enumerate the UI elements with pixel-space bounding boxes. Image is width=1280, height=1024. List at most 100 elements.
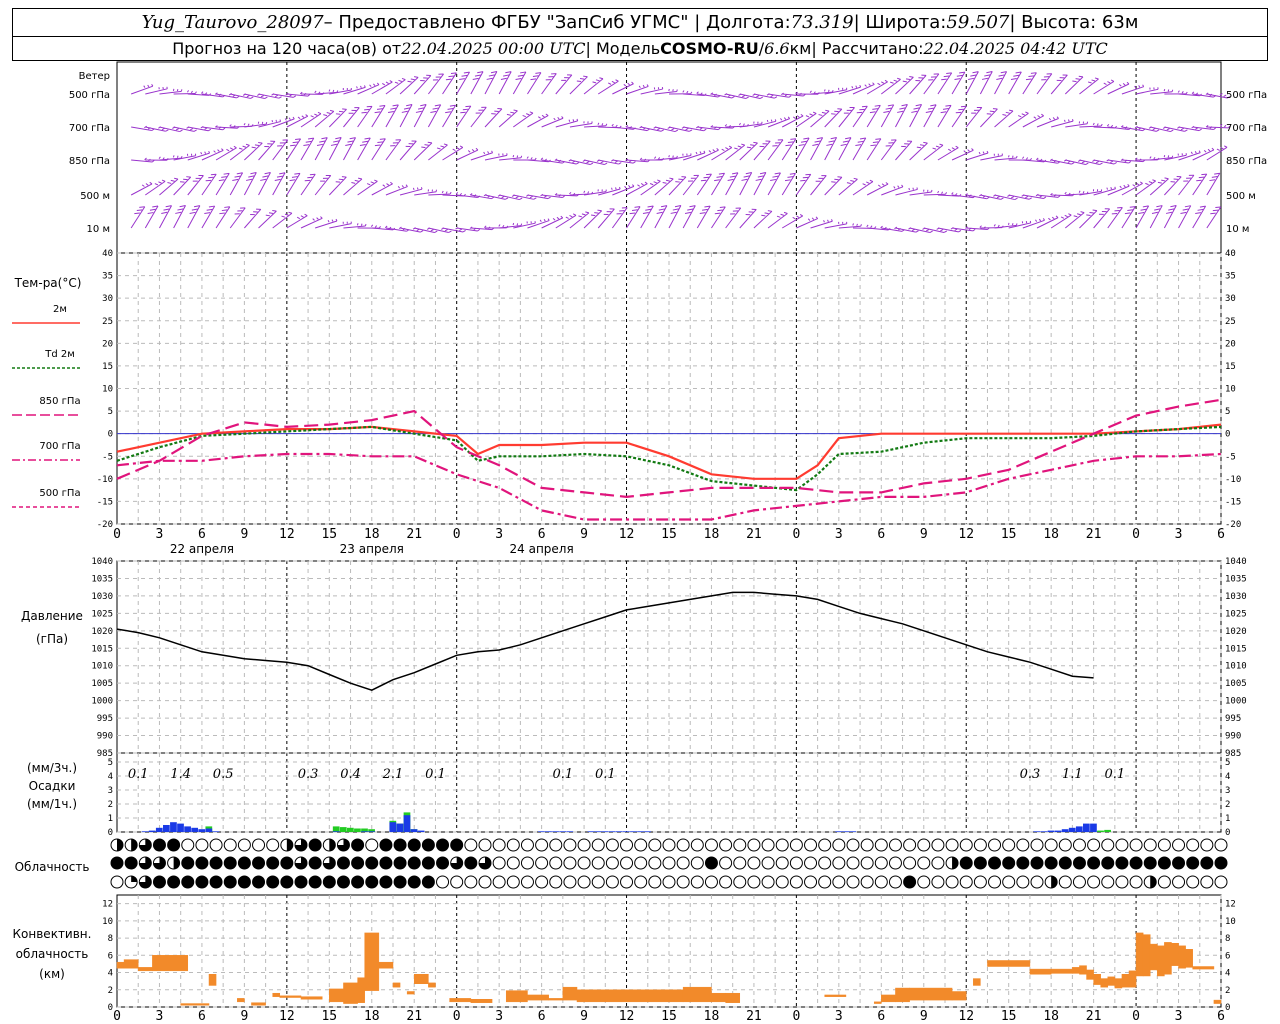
wind-barb-feather — [800, 113, 804, 117]
cloud-circle — [1002, 875, 1016, 889]
cloud-circle — [719, 856, 733, 870]
wind-barb — [1065, 121, 1089, 128]
wind-barb-feather — [1180, 127, 1184, 131]
cloud-circle — [195, 838, 209, 852]
wind-barb — [824, 176, 843, 196]
cloud-symbol — [846, 838, 860, 852]
wind-barb-shaft — [739, 93, 761, 100]
wind-barb-feather — [1107, 81, 1111, 84]
wind-barb — [880, 104, 895, 128]
wind-barb — [315, 89, 339, 95]
wind-barb-feather — [770, 94, 774, 98]
cloud-symbol — [1214, 875, 1228, 889]
hour-label: 3 — [156, 527, 164, 542]
wind-barb-shaft — [1178, 205, 1192, 229]
cloud-symbol — [124, 856, 138, 870]
temp-ytick-right: 5 — [1225, 407, 1230, 417]
wind-barb-feather — [1153, 156, 1156, 160]
wind-barb-feather — [790, 138, 796, 140]
temp-ytick-right: -5 — [1225, 452, 1236, 462]
convective-bar — [1164, 942, 1172, 975]
resolution-unit: км — [789, 39, 812, 58]
wind-barb — [682, 174, 700, 196]
cloud-fill — [394, 839, 407, 851]
cloud-fill — [139, 839, 152, 852]
wind-barb-feather — [1142, 84, 1145, 87]
wind-barb-feather — [823, 220, 825, 223]
wind-barb-shaft — [1164, 154, 1187, 161]
wind-barb-shaft — [810, 110, 830, 128]
precip-bar-blue — [1068, 827, 1076, 832]
convective-bar — [449, 998, 472, 1003]
convective-bar — [116, 961, 125, 969]
convective-bar — [1072, 967, 1080, 974]
wind-barb-feather — [488, 74, 495, 77]
wind-barb-shaft — [131, 126, 152, 131]
wind-barb-feather — [1210, 212, 1216, 215]
wind-barb-feather — [1184, 129, 1188, 132]
wind-barb-feather — [816, 137, 823, 140]
cloud-circle — [733, 875, 747, 889]
pressure-ytick-right: 990 — [1225, 732, 1241, 742]
wind-barb-feather — [883, 110, 890, 113]
wind-barb — [1192, 205, 1207, 229]
wind-barb-feather — [1056, 116, 1059, 119]
wind-barb-feather — [665, 179, 670, 182]
wind-barb — [866, 79, 888, 95]
wind-barb-shaft — [965, 71, 979, 95]
wind-barb — [612, 81, 634, 95]
precipitation-bars — [141, 812, 1111, 832]
wind-barb-feather — [434, 230, 438, 233]
wind-barb-feather — [1035, 219, 1038, 222]
wind-barb-feather — [296, 216, 301, 220]
conv-title-1: Конвективн. — [13, 927, 92, 941]
wind-barb — [1022, 113, 1044, 128]
wind-barb-shaft — [244, 142, 263, 161]
conv-ytick-right: 2 — [1225, 986, 1230, 996]
cloud-circle — [634, 875, 648, 889]
cloud-symbol — [138, 856, 152, 870]
wind-barb-shaft — [923, 193, 946, 196]
cloud-fill — [153, 839, 166, 851]
wind-barb-feather — [1223, 94, 1227, 97]
wind-barb-feather — [818, 114, 823, 116]
wind-barb-shaft — [555, 159, 577, 165]
cloud-symbol — [1072, 875, 1086, 889]
wind-barb-shaft — [1121, 183, 1143, 196]
wind-barb — [173, 204, 186, 229]
wind-barb-shaft — [725, 93, 747, 99]
cloud-symbol — [917, 856, 931, 870]
wind-barb-feather — [967, 149, 970, 152]
wind-barb-shaft — [583, 78, 604, 95]
cloud-symbol — [789, 838, 803, 852]
wind-barb-feather — [1227, 125, 1231, 129]
precip-bar-blue — [417, 830, 425, 832]
wind-barb — [272, 139, 289, 161]
wind-barb-feather — [1005, 111, 1010, 114]
wind-barb — [1022, 193, 1047, 200]
wind-barb — [1206, 172, 1221, 196]
cloud-circle — [704, 838, 718, 852]
wind-barb-feather — [716, 176, 723, 178]
wind-barb-feather — [766, 119, 769, 123]
cloud-symbol — [775, 875, 789, 889]
cloud-symbol — [733, 838, 747, 852]
cloud-symbol — [280, 856, 294, 870]
wind-barb-feather — [1207, 148, 1211, 152]
wind-barb — [965, 106, 983, 128]
wind-barb — [1178, 125, 1202, 132]
wind-barb — [1036, 116, 1059, 128]
hour-label: 3 — [1175, 1009, 1183, 1024]
cloud-fill — [436, 857, 449, 869]
cloud-symbol — [761, 875, 775, 889]
wind-barb — [640, 179, 661, 196]
wind-barb-feather — [1170, 129, 1174, 133]
wind-barb-shaft — [866, 105, 881, 128]
wind-barb-shaft — [980, 194, 1001, 200]
cloud-fill — [1045, 857, 1058, 869]
convective-bar — [1178, 945, 1186, 969]
wind-barb-shaft — [159, 126, 180, 133]
hour-label: 21 — [1086, 1009, 1102, 1024]
wind-barb-feather — [576, 80, 582, 83]
precip-ytick-right: 1 — [1225, 814, 1230, 824]
